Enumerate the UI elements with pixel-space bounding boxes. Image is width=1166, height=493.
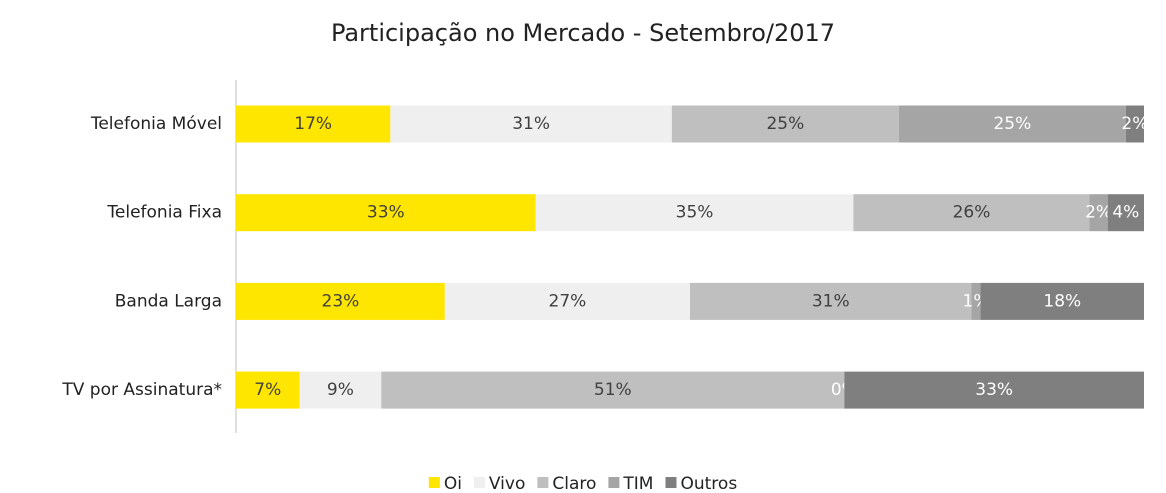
legend-swatch (428, 477, 440, 488)
legend-label: TIM (622, 474, 653, 493)
bar-segment (535, 194, 854, 232)
data-label: 4% (1112, 203, 1139, 223)
legend-label: Claro (552, 474, 596, 493)
data-label: 35% (676, 203, 714, 223)
legend-label: Outros (680, 474, 737, 493)
bar-segment (1125, 105, 1144, 143)
bar-segment (690, 282, 972, 320)
bar-segment (236, 371, 300, 409)
bar-segment (1089, 194, 1108, 232)
data-label: 18% (1043, 291, 1081, 311)
data-label: 23% (322, 291, 360, 311)
bar-segment (236, 194, 536, 232)
data-label: 25% (993, 114, 1031, 134)
y-tick-label: TV por Assinatura* (61, 380, 222, 400)
bar-segment (844, 371, 1144, 409)
legend-swatch (473, 477, 485, 488)
data-label: 26% (953, 203, 991, 223)
data-label: 2% (1121, 114, 1148, 134)
legend-swatch (608, 477, 620, 488)
bar-segment (236, 282, 445, 320)
bar-segment (898, 105, 1126, 143)
bar-segment (444, 282, 690, 320)
bar-segment (671, 105, 899, 143)
data-label: 9% (327, 380, 354, 400)
data-label: 17% (294, 114, 332, 134)
y-tick-label: Telefonia Fixa (106, 203, 222, 223)
legend-swatch (665, 477, 677, 488)
bar-segment (853, 194, 1090, 232)
data-label: 31% (812, 291, 850, 311)
bar-segment (390, 105, 672, 143)
legend-swatch (537, 477, 549, 488)
y-tick-label: Telefonia Móvel (90, 114, 222, 134)
data-label: 25% (766, 114, 804, 134)
bar-segment (1107, 194, 1144, 232)
data-label: 33% (975, 380, 1013, 400)
data-label: 33% (367, 203, 405, 223)
bar-segment (236, 105, 391, 143)
bar-segment (980, 282, 1144, 320)
data-label: 51% (594, 380, 632, 400)
bar-segment (971, 282, 981, 320)
bar-segment (299, 371, 382, 409)
data-label: 27% (549, 291, 587, 311)
chart-title: Participação no Mercado - Setembro/2017 (331, 19, 835, 47)
y-tick-label: Banda Larga (115, 291, 222, 311)
bar-segment (381, 371, 845, 409)
legend-label: Oi (444, 474, 462, 493)
legend-label: Vivo (489, 474, 525, 493)
data-label: 31% (512, 114, 550, 134)
data-label: 7% (254, 380, 281, 400)
legend: Oi Vivo Claro TIM Outros (428, 474, 737, 493)
data-label: 2% (1085, 203, 1112, 223)
